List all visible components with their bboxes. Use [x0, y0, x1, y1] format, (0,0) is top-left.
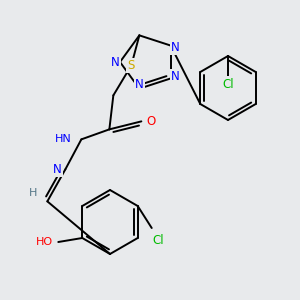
Text: Cl: Cl	[152, 233, 164, 247]
Text: H: H	[29, 188, 38, 198]
Text: N: N	[111, 56, 119, 68]
Text: N: N	[171, 70, 180, 83]
Text: Cl: Cl	[222, 77, 234, 91]
Text: N: N	[53, 163, 62, 176]
Text: HO: HO	[36, 237, 53, 247]
Text: O: O	[147, 115, 156, 128]
Text: N: N	[135, 78, 144, 91]
Text: HN: HN	[55, 134, 71, 144]
Text: N: N	[171, 41, 180, 54]
Text: S: S	[128, 59, 135, 72]
